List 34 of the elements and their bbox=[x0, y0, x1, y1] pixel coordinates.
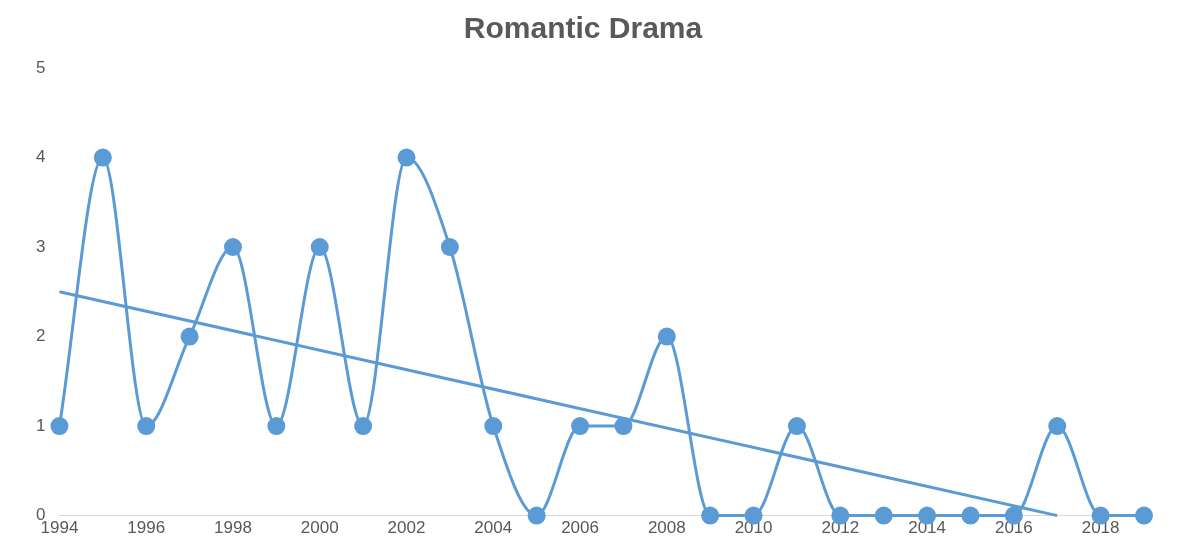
point bbox=[571, 417, 590, 436]
point bbox=[874, 506, 893, 525]
x-tick-label: 1996 bbox=[127, 518, 166, 538]
point bbox=[961, 506, 980, 525]
y-tick-label: 3 bbox=[35, 236, 46, 256]
chart-title: Romantic Drama bbox=[463, 11, 703, 45]
point bbox=[1135, 506, 1153, 525]
point bbox=[310, 238, 329, 257]
point bbox=[484, 417, 503, 436]
point bbox=[527, 506, 546, 525]
point bbox=[440, 238, 459, 257]
point bbox=[614, 417, 633, 436]
point bbox=[137, 417, 156, 436]
x-tick-label: 2000 bbox=[300, 518, 339, 538]
y-tick-label: 5 bbox=[35, 57, 46, 77]
point bbox=[267, 417, 286, 436]
x-tick-label: 2002 bbox=[387, 518, 426, 538]
y-tick-label: 1 bbox=[35, 415, 46, 435]
point bbox=[657, 327, 676, 346]
point bbox=[93, 148, 112, 167]
point bbox=[223, 238, 242, 257]
point bbox=[50, 417, 69, 436]
x-tick-label: 2008 bbox=[647, 518, 686, 538]
x-tick-label: 2006 bbox=[561, 518, 599, 538]
point bbox=[1048, 417, 1067, 436]
x-tick-label: 1998 bbox=[214, 518, 252, 538]
point bbox=[787, 417, 806, 436]
point bbox=[701, 506, 720, 525]
x-tick-label: 2004 bbox=[474, 518, 513, 538]
point bbox=[397, 148, 416, 167]
y-tick-label: 4 bbox=[35, 147, 46, 167]
y-tick-label: 2 bbox=[35, 326, 46, 346]
point bbox=[354, 417, 373, 436]
point bbox=[180, 327, 199, 346]
